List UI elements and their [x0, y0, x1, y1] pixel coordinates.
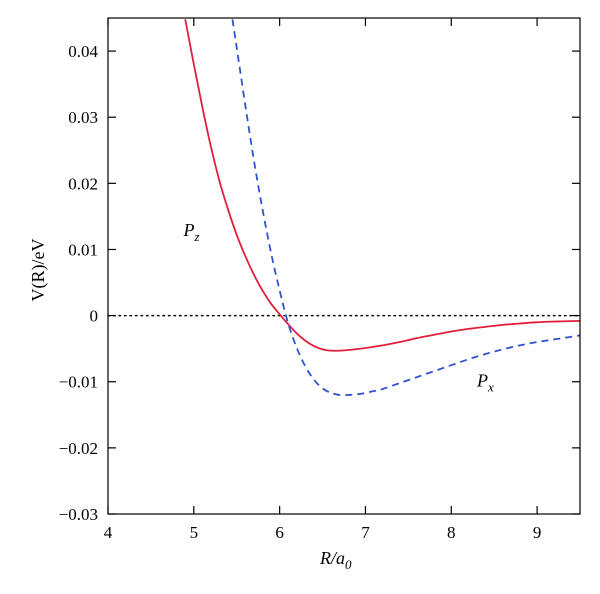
y-tick-label: 0.04 [68, 42, 98, 61]
x-axis-label: R/a0 [319, 548, 352, 572]
x-tick-label: 7 [361, 523, 370, 542]
x-axis-label-main: R/a [319, 548, 345, 568]
plot-frame [107, 17, 581, 515]
x-tick-label: 6 [275, 523, 284, 542]
x-tick-label: 8 [447, 523, 456, 542]
series-label-p-x-main: P [476, 370, 488, 390]
y-tick-label: 0.03 [68, 108, 98, 127]
series-layer [184, 19, 580, 397]
y-axis-label: V(R)/eV [28, 239, 49, 302]
axes-layer [107, 17, 581, 515]
series-label-p-x: Px [476, 370, 494, 394]
y-tick-label: −0.01 [59, 373, 98, 392]
series-label-p-z: Pz [183, 220, 200, 244]
x-tick-label: 9 [533, 523, 542, 542]
x-tick-label: 5 [190, 523, 199, 542]
series-label-p-z-sub: z [194, 229, 200, 244]
y-tick-label: 0 [90, 307, 99, 326]
y-tick-label: −0.03 [59, 505, 98, 524]
text-layer: 4 5 6 7 8 9 −0.03 −0.02 −0.01 0 0.01 0.02 0.03 0.04 R/… [28, 42, 541, 572]
x-axis-label-sub: 0 [345, 557, 352, 572]
y-tick-label: −0.02 [59, 439, 98, 458]
series-label-p-x-sub: x [487, 379, 494, 394]
y-tick-label: 0.01 [68, 240, 98, 259]
y-tick-label: 0.02 [68, 174, 98, 193]
series-label-p-z-main: P [183, 220, 195, 240]
x-tick-label: 4 [104, 523, 113, 542]
series-line-p-x [231, 19, 580, 397]
series-line-p-z [184, 19, 580, 352]
